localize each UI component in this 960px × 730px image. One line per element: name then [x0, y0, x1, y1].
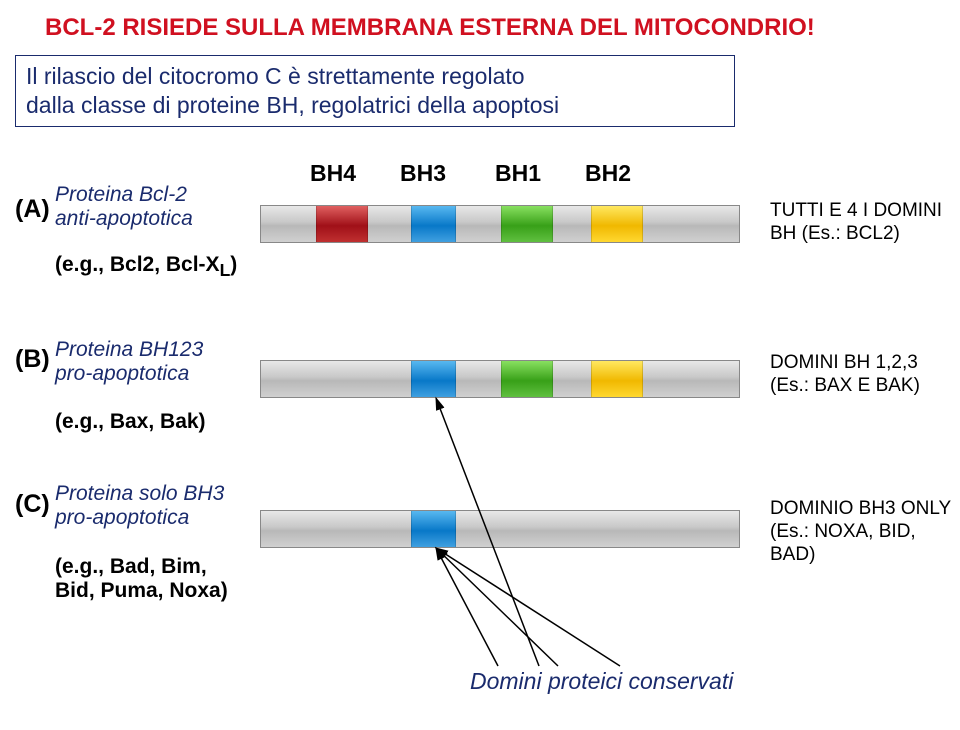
domain-bh3-b — [411, 361, 456, 397]
panel-b-annotation: DOMINI BH 1,2,3 (Es.: BAX E BAK) — [770, 352, 955, 398]
arrow-3 — [436, 548, 558, 666]
page-title: BCL-2 RISIEDE SULLA MEMBRANA ESTERNA DEL… — [45, 14, 815, 42]
eg-a-suffix: ) — [230, 253, 237, 276]
panel-a-protein-label: Proteina Bcl-2 anti-apoptotica — [55, 183, 193, 231]
bh3-header: BH3 — [400, 160, 446, 187]
eg-c-line1: (e.g., Bad, Bim, — [55, 555, 207, 578]
panel-b-label-2: pro-apoptotica — [55, 362, 189, 385]
panel-c-annotation: DOMINIO BH3 ONLY (Es.: NOXA, BID, BAD) — [770, 498, 955, 566]
bh1-header: BH1 — [495, 160, 541, 187]
protein-bar-a — [260, 205, 740, 243]
subtitle-line-1: Il rilascio del citocromo C è strettamen… — [26, 63, 525, 89]
panel-a-label-2: anti-apoptotica — [55, 207, 193, 230]
arrow-4 — [436, 548, 620, 666]
panel-a-label-1: Proteina Bcl-2 — [55, 183, 187, 206]
panel-c-example: (e.g., Bad, Bim, Bid, Puma, Noxa) — [55, 555, 228, 603]
eg-a-sub: L — [220, 260, 231, 280]
panel-c-letter: (C) — [15, 490, 50, 519]
bottom-caption: Domini proteici conservati — [470, 668, 733, 695]
bh2-header: BH2 — [585, 160, 631, 187]
domain-bh1-b — [501, 361, 553, 397]
eg-c-line2: Bid, Puma, Noxa) — [55, 579, 228, 602]
domain-bh3-a — [411, 206, 456, 242]
domain-bh2-a — [591, 206, 643, 242]
bh4-header: BH4 — [310, 160, 356, 187]
panel-c-protein-label: Proteina solo BH3 pro-apoptotica — [55, 482, 224, 530]
panel-b-protein-label: Proteina BH123 pro-apoptotica — [55, 338, 203, 386]
domain-bh1-a — [501, 206, 553, 242]
panel-b-label-1: Proteina BH123 — [55, 338, 203, 361]
subtitle-line-2: dalla classe di proteine BH, regolatrici… — [26, 92, 559, 118]
domain-bh2-b — [591, 361, 643, 397]
domain-bh3-c — [411, 511, 456, 547]
subtitle-box: Il rilascio del citocromo C è strettamen… — [15, 55, 735, 127]
panel-a-annotation: TUTTI E 4 I DOMINI BH (Es.: BCL2) — [770, 200, 955, 246]
protein-bar-b — [260, 360, 740, 398]
protein-bar-c — [260, 510, 740, 548]
eg-a-body: Bcl2, Bcl-X — [110, 253, 220, 276]
panel-a-example: (e.g., Bcl2, Bcl-XL) — [55, 253, 237, 281]
eg-a-prefix: (e.g., — [55, 253, 110, 276]
panel-b-example: (e.g., Bax, Bak) — [55, 410, 206, 434]
panel-a-letter: (A) — [15, 195, 50, 224]
panel-b-letter: (B) — [15, 345, 50, 374]
panel-c-label-2: pro-apoptotica — [55, 506, 189, 529]
domain-bh4-a — [316, 206, 368, 242]
arrow-2 — [436, 548, 498, 666]
panel-c-label-1: Proteina solo BH3 — [55, 482, 224, 505]
